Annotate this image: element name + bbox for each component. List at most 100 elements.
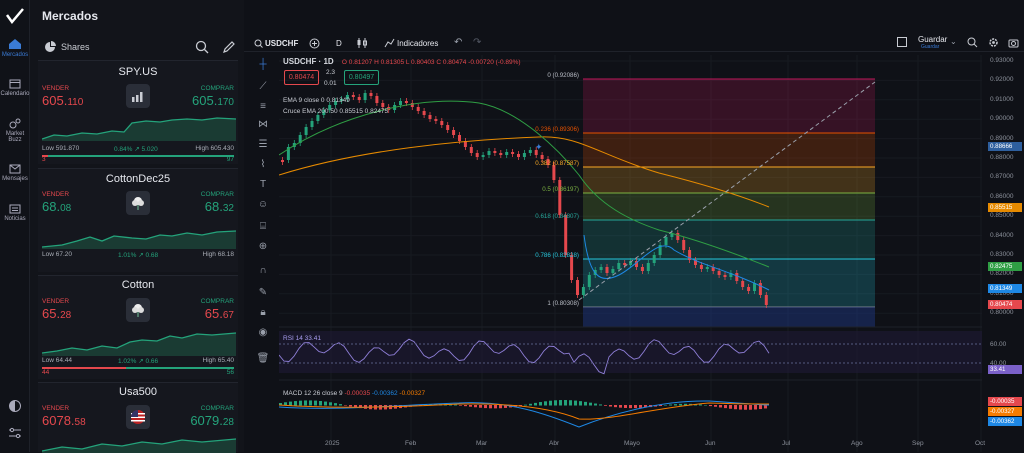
camera-icon[interactable]	[1008, 37, 1019, 48]
sell-price[interactable]: 65.28	[42, 306, 71, 321]
macd-bar	[759, 405, 762, 410]
macd-bar	[564, 400, 567, 406]
sentiment-fill	[126, 367, 234, 369]
trendline-icon[interactable]: ⟋	[259, 81, 267, 92]
macd-bar	[319, 400, 322, 406]
candle-body	[517, 154, 520, 157]
symbol-selector[interactable]: USDCHF	[265, 39, 299, 48]
search-icon[interactable]	[967, 37, 978, 48]
gear-icon[interactable]	[988, 37, 999, 48]
chart-legend: USDCHF · 1D O 0.81207 H 0.81305 L 0.8040…	[283, 57, 521, 66]
horizontal-lines-icon[interactable]: ≡	[260, 101, 266, 112]
macd-bar	[484, 405, 487, 409]
eye-icon[interactable]: ◉	[258, 327, 268, 338]
search-icon[interactable]	[254, 39, 263, 48]
text-icon[interactable]: T	[259, 179, 267, 190]
rsi-legend[interactable]: RSI 14 33.41	[283, 335, 321, 342]
macd-bar	[339, 404, 342, 406]
rail-item-market-buzz[interactable]: Market Buzz	[0, 118, 30, 143]
candle-body	[581, 287, 585, 295]
save-button[interactable]: Guardar	[918, 35, 948, 44]
search-icon[interactable]	[195, 40, 209, 54]
candles-icon[interactable]	[356, 37, 368, 49]
watch-card-usa500[interactable]: Usa500 VENDER COMPRAR 6078.58 6079.28	[38, 382, 238, 453]
price-tick: 0.81000	[990, 289, 1014, 297]
rail-item-calendario[interactable]: Calendario	[0, 78, 30, 97]
candle-body	[475, 153, 479, 157]
pitchfork-icon[interactable]: ⋈	[258, 119, 268, 130]
sell-price[interactable]: 6078.58	[42, 413, 86, 428]
watch-card-cotton[interactable]: Cotton VENDER COMPRAR 65.28 65.67 Low 64…	[38, 275, 238, 379]
price-tick: 0.91000	[990, 95, 1014, 103]
price-tag: 0.81349	[988, 284, 1022, 293]
watch-card-spy[interactable]: SPY.US VENDER COMPRAR 605.110 605.170 Lo…	[38, 60, 238, 164]
lock-drawing-icon[interactable]: ✎	[258, 287, 268, 298]
macd-bar	[569, 400, 572, 406]
edit-icon[interactable]	[222, 40, 236, 54]
crosshair-icon[interactable]: ┼	[259, 59, 267, 70]
candle-body	[458, 135, 461, 141]
add-compare-icon[interactable]	[309, 38, 320, 49]
buy-price[interactable]: 68.32	[205, 199, 234, 214]
candle-body	[735, 273, 739, 281]
settings-sliders-icon[interactable]	[8, 427, 22, 439]
buy-price-frac: 67	[222, 310, 234, 321]
lot-size[interactable]: 0.01	[324, 80, 337, 87]
rail-item-noticias[interactable]: Noticias	[0, 204, 30, 222]
price-tag: 0.88666	[988, 142, 1022, 151]
card-symbol: CottonDec25	[105, 173, 171, 185]
ema-legend[interactable]: EMA 9 close 0 0.81349	[283, 97, 350, 104]
trash-icon[interactable]: 🗑︎	[256, 353, 270, 364]
candle-body	[446, 125, 450, 130]
pattern-icon[interactable]: ⌇	[260, 159, 266, 170]
price-chart[interactable]: ✦	[279, 55, 982, 452]
interval-selector[interactable]: D	[336, 39, 342, 48]
time-tick: Jun	[705, 440, 716, 447]
buy-box[interactable]: 0.80497	[344, 70, 379, 85]
macd-bar	[464, 405, 467, 407]
sell-price[interactable]: 68.08	[42, 199, 71, 214]
macd-bar	[299, 400, 302, 406]
price-tag: 0.80474	[988, 300, 1022, 309]
emoji-icon[interactable]: ☺	[257, 199, 269, 210]
sell-box[interactable]: 0.80474	[284, 70, 319, 85]
us-flag-icon	[126, 405, 150, 429]
sell-price-frac: 110	[67, 97, 84, 108]
layout-icon[interactable]	[897, 37, 907, 47]
macd-bar	[764, 405, 767, 409]
rail-item-mensajes[interactable]: Mensajes	[0, 164, 30, 182]
fib-zone	[583, 133, 875, 167]
watch-card-cottondec25[interactable]: CottonDec25 VENDER COMPRAR 68.08 68.32 L…	[38, 168, 238, 272]
fibonacci-icon[interactable]: ☰	[258, 139, 268, 150]
macd-bar	[539, 402, 542, 406]
sell-price[interactable]: 605.110	[42, 93, 83, 108]
ruler-icon[interactable]: ⌸	[260, 221, 266, 232]
undo-icon[interactable]: ↶	[454, 37, 463, 48]
rail-item-mercados[interactable]: Mercados	[0, 38, 30, 58]
buy-price[interactable]: 605.170	[192, 93, 234, 108]
candle-body	[522, 153, 526, 157]
spread-value: 2.3	[326, 69, 336, 76]
indicators-button[interactable]: Indicadores	[397, 39, 439, 48]
macd-legend[interactable]: MACD 12 26 close 9 -0.00035 -0.00362 -0.…	[283, 390, 425, 397]
theme-toggle-icon[interactable]	[8, 399, 22, 413]
candle-body	[440, 121, 444, 125]
zoom-in-icon[interactable]: ⊕	[258, 241, 268, 252]
candle-body	[345, 95, 349, 99]
buy-price[interactable]: 6079.28	[190, 413, 234, 428]
candle-body	[322, 110, 326, 115]
macd-bar	[584, 401, 587, 406]
fib-retracement[interactable]	[583, 78, 875, 327]
cross-ema-legend[interactable]: Cruce EMA 200 50 0.85515 0.82475	[283, 108, 389, 115]
macd-label: MACD 12 26 close 9	[283, 390, 343, 397]
lock-icon[interactable]: 🔒︎	[260, 307, 266, 318]
price-tick: 0.89000	[990, 134, 1014, 142]
change-percent: 0.84% ↗ 5.020	[114, 146, 158, 153]
trend-line[interactable]	[578, 81, 876, 301]
redo-icon[interactable]: ↷	[473, 37, 482, 48]
indicators-icon[interactable]	[384, 38, 395, 48]
buy-price[interactable]: 65.67	[205, 306, 234, 321]
magnet-icon[interactable]: ∩	[259, 265, 267, 276]
save-menu-chevron-icon[interactable]: ⌄	[950, 37, 957, 46]
macd-bar	[489, 405, 492, 409]
